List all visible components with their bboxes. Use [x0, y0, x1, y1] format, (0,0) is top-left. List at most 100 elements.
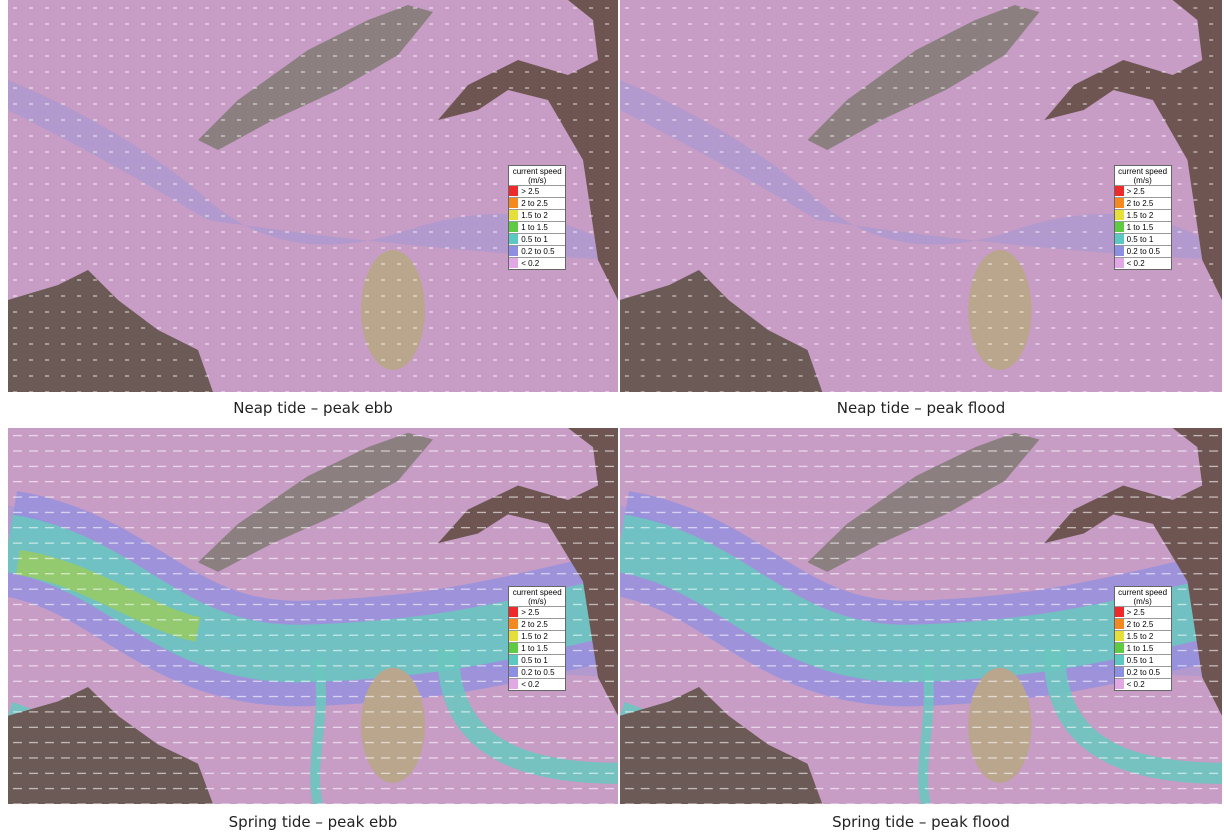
legend-label: 1 to 1.5 — [1127, 223, 1154, 232]
legend-label: 0.2 to 0.5 — [1127, 668, 1160, 677]
legend-label: 1 to 1.5 — [1127, 644, 1154, 653]
legend-entry: 0.2 to 0.5 — [1115, 666, 1171, 678]
legend-title-line: (m/s) — [509, 597, 565, 606]
legend-swatch — [509, 198, 518, 208]
legend-entry: 2 to 2.5 — [1115, 197, 1171, 209]
legend-label: 0.2 to 0.5 — [521, 668, 554, 677]
caption: Neap tide – peak ebb — [8, 399, 618, 417]
legend-swatch — [1115, 198, 1124, 208]
legend-title-line: current speed — [509, 588, 565, 597]
legend-label: 1.5 to 2 — [521, 211, 548, 220]
legend-entry: 1.5 to 2 — [509, 630, 565, 642]
legend-swatch — [509, 258, 518, 268]
legend-title-line: (m/s) — [1115, 176, 1171, 185]
legend-entry: 1 to 1.5 — [1115, 642, 1171, 654]
legend-entry: 2 to 2.5 — [509, 618, 565, 630]
legend-entry: 0.5 to 1 — [1115, 654, 1171, 666]
legend-swatch — [1115, 234, 1124, 244]
legend-swatch — [509, 246, 518, 256]
legend-label: < 0.2 — [1127, 680, 1145, 689]
legend-label: 2 to 2.5 — [521, 199, 548, 208]
legend-swatch — [509, 234, 518, 244]
legend-swatch — [1115, 246, 1124, 256]
legend-swatch — [1115, 222, 1124, 232]
legend-entry: 1 to 1.5 — [509, 642, 565, 654]
legend-entry: 1 to 1.5 — [509, 221, 565, 233]
legend-title-line: (m/s) — [1115, 597, 1171, 606]
legend-entry: 1.5 to 2 — [1115, 209, 1171, 221]
legend-entry: 0.2 to 0.5 — [509, 666, 565, 678]
legend-swatch — [1115, 210, 1124, 220]
legend-entry: 0.5 to 1 — [509, 654, 565, 666]
legend-swatch — [1115, 631, 1124, 641]
legend-title: current speed(m/s) — [509, 166, 565, 185]
legend-swatch — [1115, 619, 1124, 629]
legend-label: 1.5 to 2 — [521, 632, 548, 641]
legend-swatch — [1115, 655, 1124, 665]
legend-label: 0.5 to 1 — [521, 235, 548, 244]
legend-title-line: (m/s) — [509, 176, 565, 185]
legend-label: 2 to 2.5 — [521, 620, 548, 629]
legend: current speed(m/s) > 2.5 2 to 2.5 1.5 to 2 1… — [1114, 586, 1172, 691]
legend-entry: > 2.5 — [509, 606, 565, 618]
legend-label: 0.5 to 1 — [1127, 235, 1154, 244]
legend-label: 0.2 to 0.5 — [1127, 247, 1160, 256]
figure: Neap tide – peak ebbcurrent speed(m/s)> … — [0, 0, 1224, 836]
legend-swatch — [509, 222, 518, 232]
legend-label: > 2.5 — [521, 608, 539, 617]
legend-entry: < 0.2 — [1115, 257, 1171, 269]
legend-swatch — [1115, 607, 1124, 617]
legend-swatch — [509, 667, 518, 677]
legend-entry: 0.2 to 0.5 — [1115, 245, 1171, 257]
legend: current speed(m/s) > 2.5 2 to 2.5 1.5 to 2 1… — [508, 586, 566, 691]
legend-title: current speed(m/s) — [509, 587, 565, 606]
legend-entry: > 2.5 — [509, 185, 565, 197]
legend-swatch — [509, 643, 518, 653]
legend-swatch — [509, 210, 518, 220]
legend-entry: 0.5 to 1 — [509, 233, 565, 245]
legend-label: 2 to 2.5 — [1127, 620, 1154, 629]
legend-entry: 2 to 2.5 — [1115, 618, 1171, 630]
legend-entry: 2 to 2.5 — [509, 197, 565, 209]
legend-label: 1.5 to 2 — [1127, 632, 1154, 641]
legend-entry: > 2.5 — [1115, 606, 1171, 618]
legend-swatch — [1115, 186, 1124, 196]
legend-label: 1.5 to 2 — [1127, 211, 1154, 220]
caption: Spring tide – peak flood — [620, 813, 1222, 831]
legend-label: < 0.2 — [521, 259, 539, 268]
legend-title: current speed(m/s) — [1115, 166, 1171, 185]
legend-swatch — [1115, 643, 1124, 653]
legend-title: current speed(m/s) — [1115, 587, 1171, 606]
caption: Neap tide – peak flood — [620, 399, 1222, 417]
legend-label: < 0.2 — [1127, 259, 1145, 268]
legend-entry: < 0.2 — [1115, 678, 1171, 690]
legend-title-line: current speed — [1115, 167, 1171, 176]
legend-swatch — [509, 186, 518, 196]
legend-label: > 2.5 — [1127, 608, 1145, 617]
legend-label: < 0.2 — [521, 680, 539, 689]
caption: Spring tide – peak ebb — [8, 813, 618, 831]
legend-entry: < 0.2 — [509, 678, 565, 690]
legend-title-line: current speed — [1115, 588, 1171, 597]
legend-entry: 0.5 to 1 — [1115, 233, 1171, 245]
legend-title-line: current speed — [509, 167, 565, 176]
legend-label: 0.5 to 1 — [521, 656, 548, 665]
legend: current speed(m/s) > 2.5 2 to 2.5 1.5 to 2 1… — [1114, 165, 1172, 270]
legend-label: > 2.5 — [1127, 187, 1145, 196]
legend-label: 0.5 to 1 — [1127, 656, 1154, 665]
legend-swatch — [509, 679, 518, 689]
legend-label: > 2.5 — [521, 187, 539, 196]
legend-swatch — [1115, 258, 1124, 268]
legend-label: 0.2 to 0.5 — [521, 247, 554, 256]
legend-entry: < 0.2 — [509, 257, 565, 269]
legend-label: 1 to 1.5 — [521, 644, 548, 653]
legend-entry: > 2.5 — [1115, 185, 1171, 197]
legend-swatch — [509, 619, 518, 629]
legend-entry: 1.5 to 2 — [1115, 630, 1171, 642]
legend-swatch — [1115, 679, 1124, 689]
legend-swatch — [1115, 667, 1124, 677]
legend-entry: 0.2 to 0.5 — [509, 245, 565, 257]
legend-label: 2 to 2.5 — [1127, 199, 1154, 208]
legend-swatch — [509, 655, 518, 665]
